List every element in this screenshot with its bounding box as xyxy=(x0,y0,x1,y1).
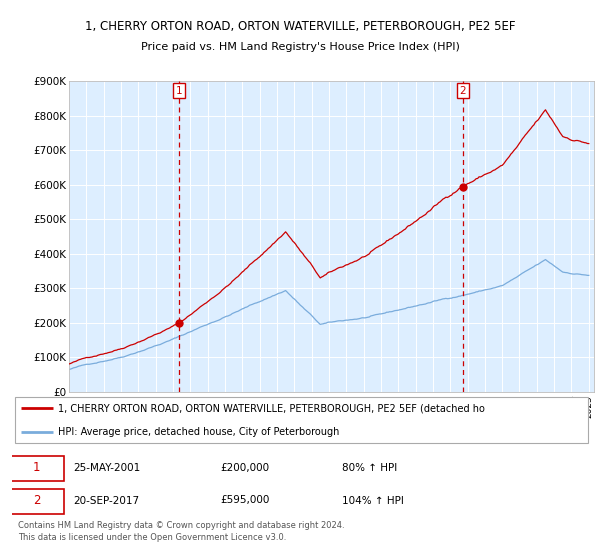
Text: 20-SEP-2017: 20-SEP-2017 xyxy=(73,496,139,506)
Text: Price paid vs. HM Land Registry's House Price Index (HPI): Price paid vs. HM Land Registry's House … xyxy=(140,42,460,52)
Text: 25-MAY-2001: 25-MAY-2001 xyxy=(73,463,140,473)
Text: 2: 2 xyxy=(460,86,466,96)
Text: 80% ↑ HPI: 80% ↑ HPI xyxy=(342,463,397,473)
Text: 1: 1 xyxy=(176,86,182,96)
Text: £595,000: £595,000 xyxy=(220,496,270,506)
Text: HPI: Average price, detached house, City of Peterborough: HPI: Average price, detached house, City… xyxy=(58,427,340,437)
Text: 1: 1 xyxy=(33,461,41,474)
Text: 2: 2 xyxy=(33,494,41,507)
Text: 1, CHERRY ORTON ROAD, ORTON WATERVILLE, PETERBOROUGH, PE2 5EF: 1, CHERRY ORTON ROAD, ORTON WATERVILLE, … xyxy=(85,20,515,32)
FancyBboxPatch shape xyxy=(15,397,588,443)
Text: £200,000: £200,000 xyxy=(220,463,269,473)
FancyBboxPatch shape xyxy=(9,488,64,514)
Text: 1, CHERRY ORTON ROAD, ORTON WATERVILLE, PETERBOROUGH, PE2 5EF (detached ho: 1, CHERRY ORTON ROAD, ORTON WATERVILLE, … xyxy=(58,403,485,413)
FancyBboxPatch shape xyxy=(9,456,64,481)
Text: 104% ↑ HPI: 104% ↑ HPI xyxy=(342,496,404,506)
Text: Contains HM Land Registry data © Crown copyright and database right 2024.
This d: Contains HM Land Registry data © Crown c… xyxy=(18,521,344,542)
